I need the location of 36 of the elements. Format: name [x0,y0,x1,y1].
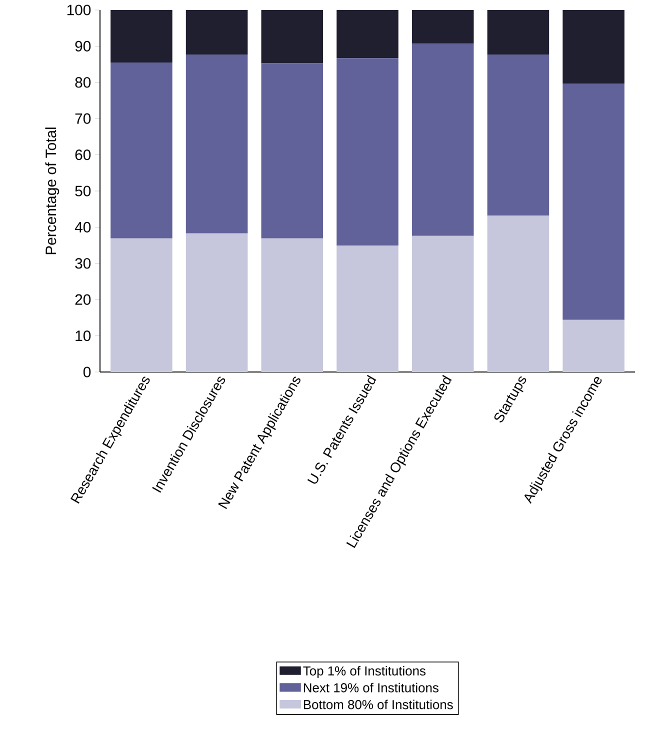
legend-label: Bottom 80% of Institutions [304,700,453,710]
y-tick-label: 60 [75,150,91,160]
legend-label: Top 1% of Institutions [303,666,426,678]
bar [336,246,398,372]
bar [110,62,172,238]
bar [412,44,474,236]
bar [487,10,550,55]
y-tick-label: 70 [75,113,91,124]
bar [562,83,624,320]
bar [186,10,248,55]
bar [562,320,624,372]
bar [186,54,248,234]
bar [336,58,398,246]
y-tick-label: 50 [75,186,91,196]
bar [412,236,474,372]
y-tick-label: 40 [74,222,91,232]
y-tick-label: 20 [75,294,91,305]
y-tick-label: 0 [83,366,91,378]
bar [336,10,398,58]
bar [261,10,324,64]
bar [412,10,474,44]
bar [261,238,324,372]
y-tick-label: 80 [75,77,91,88]
y-axis-title: Percentage of Total [45,128,60,254]
bar [110,238,172,372]
bar [562,10,624,84]
bar [110,10,172,62]
legend-label: Next 19% of Institutions [304,682,438,692]
y-tick-label: 90 [75,40,91,52]
bar [261,63,324,238]
y-tick-label: 30 [75,258,91,269]
y-tick-label: 10 [76,330,91,342]
y-tick-label: 100 [67,4,91,16]
bar [487,216,550,372]
bar [186,233,248,372]
bar [487,54,550,216]
